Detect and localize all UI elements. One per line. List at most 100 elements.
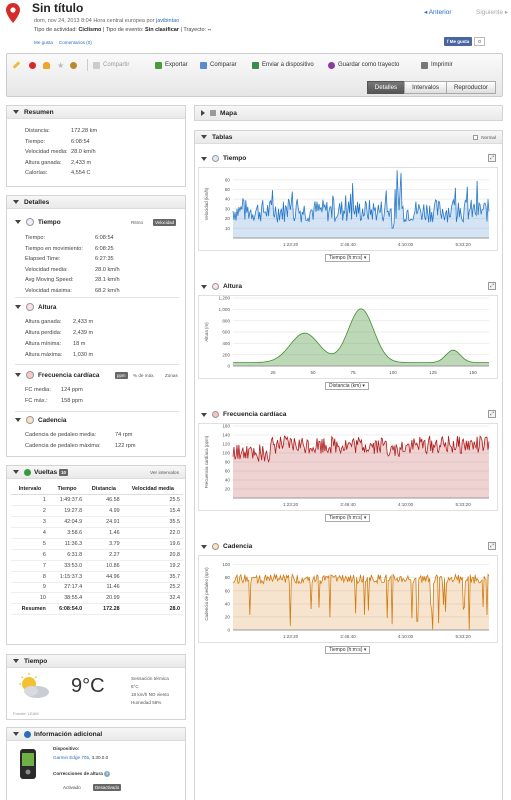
pace-toggle[interactable]: Ritmo xyxy=(131,220,143,225)
compare-button[interactable]: Comparar xyxy=(200,60,237,70)
table-row[interactable]: 10 38:55.4 20.99 32.4 xyxy=(11,592,183,605)
table-row[interactable]: 2 19:27.8 4.99 15.4 xyxy=(11,505,183,518)
export-button[interactable]: Exportar xyxy=(155,60,188,70)
view-intervals-link[interactable]: Ver intervalos xyxy=(149,471,179,476)
expand-chart-icon[interactable]: ⤢ xyxy=(488,542,496,550)
hr-percent-toggle[interactable]: % de máx. xyxy=(133,373,155,378)
user-link[interactable]: javibintao xyxy=(156,18,180,24)
cadence-row: Cadencia de pedaleo máxima: 122 rpm xyxy=(25,443,136,449)
table-cell: 24.91 xyxy=(85,516,123,529)
charts-panel: Tablas Normal Tiempo ⤢ 10 20 30 40 50 60 1:23:20… xyxy=(194,130,503,800)
save-route-button[interactable]: Guardar como trayecto xyxy=(328,60,399,70)
help-icon[interactable]: ? xyxy=(104,771,111,777)
y-axis-label: Altura (m) xyxy=(204,322,209,342)
chart-title[interactable]: Cadencia xyxy=(201,543,252,550)
elevation-on-toggle[interactable]: Activado xyxy=(63,785,81,790)
table-cell: 3.79 xyxy=(85,538,123,550)
series-line xyxy=(233,308,489,363)
comments-link[interactable]: Comentarios (0) xyxy=(58,40,92,45)
table-row[interactable]: 9 27:17.4 11.46 25.2 xyxy=(11,582,183,594)
time-row: Tiempo: 6:08:54 xyxy=(25,235,114,241)
normal-checkbox[interactable]: Normal xyxy=(473,135,496,140)
table-cell: 22.0 xyxy=(122,527,183,539)
x-tick-label: 150 xyxy=(469,370,477,375)
table-cell: 1:49:37.6 xyxy=(48,494,86,507)
y-tick-label: 20 xyxy=(225,615,231,620)
summary-header[interactable]: Resumen xyxy=(7,106,185,119)
map-header[interactable]: Mapa xyxy=(195,106,502,120)
laps-column-header[interactable]: Distancia xyxy=(85,484,123,496)
chart-title[interactable]: Frecuencia cardíaca xyxy=(201,411,286,418)
previous-activity-link[interactable]: ◂ Anterior xyxy=(424,9,452,16)
weather-header[interactable]: Tiempo xyxy=(7,655,185,668)
activity-date: dom, nov 24, 2013 8:04 Hora central euro… xyxy=(34,18,180,24)
x-axis-select[interactable]: Distancia (km) ▾ xyxy=(325,382,369,390)
laps-header[interactable]: Vueltas 10 xyxy=(7,466,185,479)
table-row[interactable]: 4 3:58.6 1.46 22.0 xyxy=(11,527,183,539)
facebook-like-button[interactable]: f Me gusta xyxy=(444,37,473,46)
chart-plot[interactable]: 20 40 60 80 100 120 140 160 1:23:20 2:46:40 4:10:0… xyxy=(198,423,498,511)
expand-chart-icon[interactable]: ⤢ xyxy=(488,282,496,290)
edit-icon[interactable] xyxy=(12,60,21,70)
details-header[interactable]: Detalles xyxy=(7,196,185,209)
table-cell: 4 xyxy=(11,527,49,539)
facebook-like[interactable]: f Me gusta 0 xyxy=(444,37,500,46)
table-cell: 9 xyxy=(11,582,49,594)
summary-label: Altura ganada: xyxy=(25,159,62,166)
hr-zones-toggle[interactable]: Zonas xyxy=(165,373,178,378)
expand-chart-icon[interactable]: ⤢ xyxy=(488,410,496,418)
time-label: Elapsed Time: xyxy=(25,256,61,262)
x-tick-label: 4:10:00 xyxy=(398,634,414,639)
chart-title[interactable]: Tiempo xyxy=(201,155,246,162)
table-row[interactable]: 7 33:53.0 10.86 19.2 xyxy=(11,560,183,572)
info-header[interactable]: Información adicional xyxy=(7,728,185,741)
altitude-row: Altura máxima: 1,030 m xyxy=(25,352,93,358)
event-type[interactable]: Sin clasificar xyxy=(145,27,179,33)
table-cell: 27:17.4 xyxy=(48,582,86,594)
table-row[interactable]: 8 1:15:37.3 44.96 35.7 xyxy=(11,571,183,583)
table-cell: 20.8 xyxy=(122,549,183,561)
altitude-label: Altura máxima: xyxy=(25,352,63,358)
like-link[interactable]: Me gusta xyxy=(34,40,53,45)
chart-title[interactable]: Altura xyxy=(201,283,242,290)
tab-player[interactable]: Reproductor xyxy=(445,81,496,94)
charts-header[interactable]: Tablas xyxy=(195,131,502,144)
clock-icon xyxy=(212,155,219,162)
delete-icon[interactable] xyxy=(29,60,39,70)
chart-plot[interactable]: 0 20 40 60 80 100 1:23:20 2:46:40 4:10:00 5:33:20… xyxy=(198,555,498,643)
table-row[interactable]: 5 11:36.3 3.79 19.6 xyxy=(11,538,183,550)
x-axis-select[interactable]: Tiempo (h:m:s) ▾ xyxy=(325,646,371,654)
table-cell: 35.5 xyxy=(122,516,183,529)
send-to-device-button[interactable]: Enviar a dispositivo xyxy=(252,60,314,70)
tab-details[interactable]: Detalles xyxy=(366,81,406,94)
summary-label: Calorías: xyxy=(25,170,48,177)
device-link[interactable]: Garmin Edge 705 xyxy=(53,755,90,760)
y-tick-label: 600 xyxy=(222,330,230,335)
x-axis-select[interactable]: Tiempo (h:m:s) ▾ xyxy=(325,514,371,522)
laps-icon xyxy=(24,468,31,476)
table-row[interactable]: 1 1:49:37.6 46.58 25.5 xyxy=(11,494,183,507)
summary-label: Velocidad media: xyxy=(25,149,68,156)
share-button[interactable]: Compartir xyxy=(93,60,129,70)
time-value: 68.2 km/h xyxy=(95,287,120,294)
weather-source: Fuente: LEAM xyxy=(13,711,39,716)
users-icon[interactable] xyxy=(70,60,80,70)
tab-intervals[interactable]: Intervalos xyxy=(404,81,447,94)
table-row[interactable]: 3 42:04.9 24.91 35.5 xyxy=(11,516,183,529)
laps-column-header[interactable]: Velocidad media xyxy=(122,484,183,496)
x-axis-select[interactable]: Tiempo (h:m:s) ▾ xyxy=(325,254,371,262)
altitude-value: 18 m xyxy=(73,341,86,347)
table-row[interactable]: 6 6:31.8 2.27 20.8 xyxy=(11,549,183,561)
chart-svg: 0 20 40 60 80 100 1:23:20 2:46:40 4:10:00 5:33:20… xyxy=(204,562,490,639)
laps-column-header[interactable]: Intervalo xyxy=(11,484,49,496)
activity-type[interactable]: Ciclismo xyxy=(78,27,102,33)
chart-plot[interactable]: 10 20 30 40 50 60 1:23:20 2:46:40 4:10:00 5:33:20… xyxy=(198,167,498,251)
laps-column-header[interactable]: Tiempo xyxy=(48,484,86,496)
bell-icon[interactable] xyxy=(43,60,53,70)
expand-chart-icon[interactable]: ⤢ xyxy=(488,154,496,162)
location-pin-icon xyxy=(6,3,20,23)
chart-plot[interactable]: 0 200 400 600 800 1,000 1,200 25 50 75 100 125 150 Al… xyxy=(198,295,498,379)
star-icon[interactable]: ★ xyxy=(57,60,65,70)
next-activity-link[interactable]: Siguiente ▸ xyxy=(476,9,509,16)
print-button[interactable]: Imprimir xyxy=(421,60,453,70)
